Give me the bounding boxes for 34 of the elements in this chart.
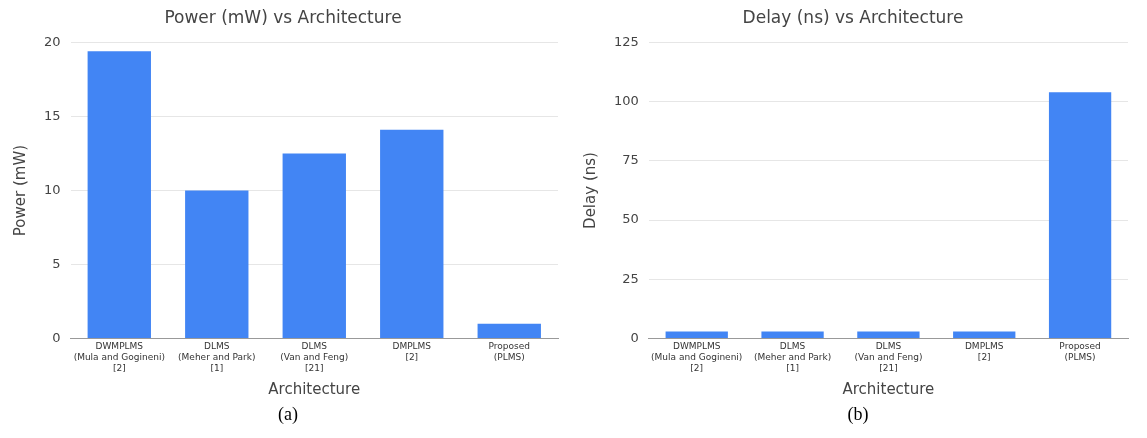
y-tick-label: 25 xyxy=(622,270,639,286)
x-axis-title: Architecture xyxy=(268,379,361,398)
y-tick-label: 10 xyxy=(44,181,61,197)
chart-title: Power (mW) vs Architecture xyxy=(164,6,402,27)
y-axis-title: Power (mW) xyxy=(10,144,29,237)
y-tick-label: 0 xyxy=(630,329,639,345)
x-axis-title: Architecture xyxy=(842,379,935,398)
y-tick-label: 125 xyxy=(613,33,639,49)
y-tick-label: 20 xyxy=(44,33,61,49)
bar xyxy=(380,129,444,339)
chart-title: Delay (ns) vs Architecture xyxy=(742,6,964,27)
y-tick-label: 50 xyxy=(622,211,639,227)
y-axis-title: Delay (ns) xyxy=(580,152,599,229)
y-tick-label: 5 xyxy=(52,255,61,271)
x-tick-label: DLMS (Van and Feng) [21] xyxy=(854,341,923,373)
bar xyxy=(477,323,541,339)
x-tick-label: DWMPLMS (Mula and Gogineni) [2] xyxy=(73,341,165,373)
bar xyxy=(87,51,151,339)
y-tick-label: 15 xyxy=(44,107,61,123)
x-tick-label: DMPLMS [2] xyxy=(392,341,432,363)
x-tick-label: DWMPLMS (Mula and Gogineni) [2] xyxy=(651,341,743,373)
x-tick-label: DLMS (Meher and Park) [1] xyxy=(178,341,256,373)
x-tick-label: Proposed (PLMS) xyxy=(1059,341,1101,363)
bar xyxy=(185,190,249,339)
x-tick-label: DLMS (Van and Feng) [21] xyxy=(280,341,349,373)
x-tick-label: DMPLMS [2] xyxy=(964,341,1004,363)
x-tick-label: DLMS (Meher and Park) [1] xyxy=(753,341,832,373)
y-tick-label: 0 xyxy=(52,329,61,345)
x-tick-label: Proposed (PLMS) xyxy=(488,341,530,363)
bar xyxy=(282,153,346,339)
y-tick-label: 75 xyxy=(622,152,639,168)
y-tick-label: 100 xyxy=(613,93,639,109)
text: (b) xyxy=(847,403,869,425)
text: (a) xyxy=(278,403,298,425)
